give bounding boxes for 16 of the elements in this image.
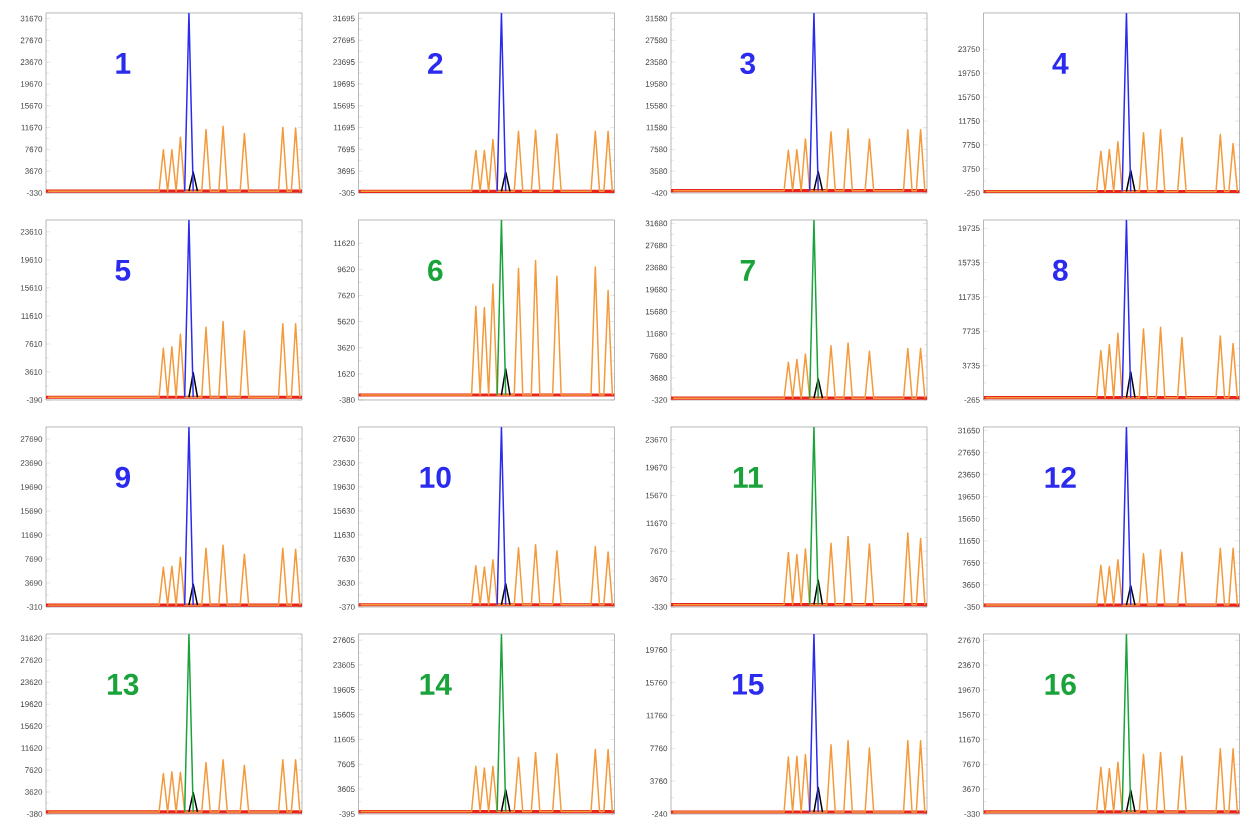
- annotation: 1: [116, 53, 131, 74]
- annotation: 15: [733, 673, 764, 695]
- annotation: 11: [733, 467, 763, 488]
- annotation: 14: [420, 674, 452, 695]
- annotation: 9: [115, 466, 131, 488]
- annotation: 16: [1045, 673, 1076, 695]
- annotation: 4: [1052, 53, 1069, 74]
- annotation: 8: [1052, 259, 1068, 281]
- annotation: 12: [1045, 466, 1076, 488]
- annotation: 6: [428, 259, 443, 281]
- annotation: 2: [428, 52, 443, 74]
- annotation: 5: [115, 259, 131, 281]
- annotation: 10: [420, 466, 451, 488]
- annotation: 3: [740, 52, 756, 74]
- annotation: 13: [108, 673, 139, 695]
- annotation: 7: [740, 260, 755, 281]
